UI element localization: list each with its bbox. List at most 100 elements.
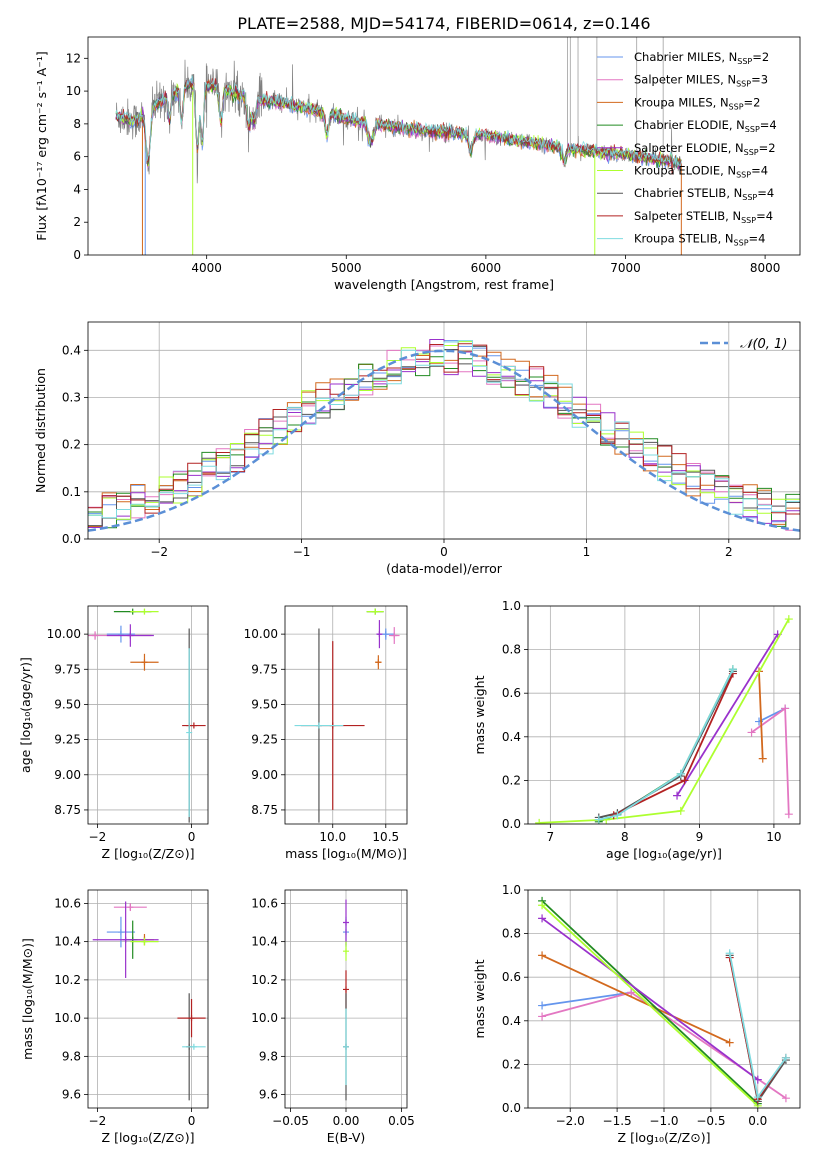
weight-line-salpeter-stelib	[613, 673, 734, 817]
y-axis-label: Flux [fλ10⁻¹⁷ erg cm⁻² s⁻¹ A⁻¹]	[34, 51, 49, 240]
data-point	[538, 1001, 547, 1010]
data-point	[141, 608, 148, 615]
axes-frame	[87, 889, 209, 1109]
data-point	[725, 949, 734, 958]
x-tick-label: 9	[696, 830, 704, 844]
legend-subscript: SSP	[744, 148, 759, 157]
histogram-kroupa-stelib	[88, 340, 800, 519]
legend-value: =2	[759, 141, 776, 155]
data-point	[627, 988, 636, 997]
y-tick-label: 0.4	[62, 343, 81, 357]
data-point	[343, 1043, 349, 1050]
legend-label: Salpeter MILES, N	[634, 73, 736, 87]
x-tick-label: 0.05	[388, 1114, 415, 1128]
x-tick-label: 0.00	[333, 1114, 360, 1128]
legend-label: Chabrier MILES, N	[634, 50, 737, 64]
data-point	[141, 659, 148, 666]
legend-label: Kroupa STELIB, N	[634, 232, 734, 246]
y-tick-label: 10.0	[54, 1011, 81, 1025]
data-point	[676, 806, 685, 815]
chart-weight_vs_Z: −2.0 −1.5 −1.0 −0.5 0.0 0.0 0.2 0.4 0.6 0.8 1.0 Z […	[472, 883, 801, 1145]
data-point	[725, 1038, 734, 1047]
axes-frame	[87, 605, 209, 825]
chart-age_vs_mass: 10.0 10.5 8.75 9.00 9.25 9.50 9.75 10.00 mass [l…	[244, 605, 408, 861]
x-axis-label: Z [log₁₀(Z/Z⊙)]	[618, 1130, 711, 1145]
chart-residuals: −2 −1 0 1 2 0.0 0.1 0.2 0.3 0.4 (data-model)/error…	[33, 321, 801, 576]
data-point	[391, 632, 398, 639]
x-tick-label: −1	[293, 545, 311, 559]
data-point	[784, 615, 793, 624]
x-axis-label: wavelength [Angstrom, rest frame]	[334, 277, 554, 292]
y-tick-label: 10.4	[251, 935, 278, 949]
y-tick-label: 9.8	[62, 1049, 81, 1063]
y-tick-label: 4	[73, 182, 81, 196]
y-axis-label: Normed distribution	[33, 368, 48, 493]
x-tick-label: 2	[725, 545, 733, 559]
data-point	[382, 631, 389, 638]
y-tick-label: 0.3	[62, 390, 81, 404]
data-point	[728, 665, 737, 674]
axes-frame	[284, 889, 408, 1109]
x-tick-label: 0	[440, 545, 448, 559]
legend-value: =3	[751, 73, 768, 87]
legend-entry: Chabrier MILES, NSSP=2	[634, 50, 769, 66]
legend-subscript: SSP	[741, 216, 756, 225]
data-point	[141, 938, 148, 945]
data-point	[343, 986, 349, 993]
data-point	[122, 936, 129, 943]
data-point	[781, 1094, 790, 1103]
data-point	[535, 818, 544, 824]
weight-line-chabrier-miles	[541, 991, 632, 1007]
legend-subscript: SSP	[729, 102, 744, 111]
data-point	[315, 722, 322, 729]
y-tick-label: 10.00	[47, 627, 81, 641]
plot-area	[535, 615, 793, 824]
legend-value: =4	[757, 186, 774, 200]
y-tick-label: 8	[73, 117, 81, 131]
y-tick-label: 10.00	[244, 627, 278, 641]
y-tick-label: 8.75	[54, 803, 81, 817]
axes-frame	[87, 321, 801, 540]
data-point	[372, 608, 379, 615]
y-tick-label: 9.50	[54, 697, 81, 711]
y-tick-label: 10	[66, 84, 81, 98]
x-tick-label: −1.5	[603, 1114, 632, 1128]
plot-area	[343, 899, 349, 1101]
y-tick-label: 9.8	[259, 1049, 278, 1063]
chart-age_vs_Z: −2 0 8.75 9.00 9.25 9.50 9.75 10.00 Z [log₁₀(Z/Z…	[18, 605, 209, 861]
y-tick-label: 0.0	[62, 532, 81, 546]
legend-subscript: SSP	[736, 80, 751, 89]
x-tick-label: 7000	[610, 261, 641, 275]
x-tick-label: 0	[188, 830, 196, 844]
y-tick-label: 9.25	[251, 733, 278, 747]
y-tick-label: 8.75	[251, 803, 278, 817]
data-point	[117, 631, 124, 638]
data-point	[376, 631, 383, 638]
y-tick-label: 0.0	[502, 1101, 521, 1115]
chart-mass_vs_Z: −2 0 9.6 9.8 10.0 10.2 10.4 10.6 Z [log₁₀(Z/Z⊙)]…	[20, 889, 209, 1145]
legend-entry: Salpeter MILES, NSSP=3	[634, 73, 768, 89]
data-point	[781, 1053, 790, 1062]
x-axis-label: (data-model)/error	[386, 561, 503, 576]
y-tick-label: 0.8	[502, 643, 521, 657]
legend-value: =2	[752, 50, 769, 64]
x-tick-label: −2	[89, 830, 107, 844]
data-point	[190, 1043, 197, 1050]
x-tick-label: −0.5	[696, 1114, 725, 1128]
data-point	[538, 914, 547, 923]
legend-subscript: SSP	[745, 125, 760, 134]
data-point	[375, 659, 382, 666]
y-tick-label: 0.8	[502, 927, 521, 941]
axes-frame	[527, 889, 801, 1109]
y-tick-label: 9.00	[251, 768, 278, 782]
x-tick-label: 4000	[191, 261, 222, 275]
y-tick-label: 9.6	[62, 1088, 81, 1102]
data-point	[127, 904, 134, 911]
y-tick-label: 10.2	[251, 973, 278, 987]
x-axis-label: mass [log₁₀(M/M⊙)]	[285, 846, 407, 861]
y-tick-label: 10.2	[54, 973, 81, 987]
weight-line-chabrier-elodie	[541, 900, 759, 1105]
x-tick-label: −2	[89, 1114, 107, 1128]
y-tick-label: 12	[66, 51, 81, 65]
weight-line-kroupa-elodie	[541, 904, 759, 1107]
